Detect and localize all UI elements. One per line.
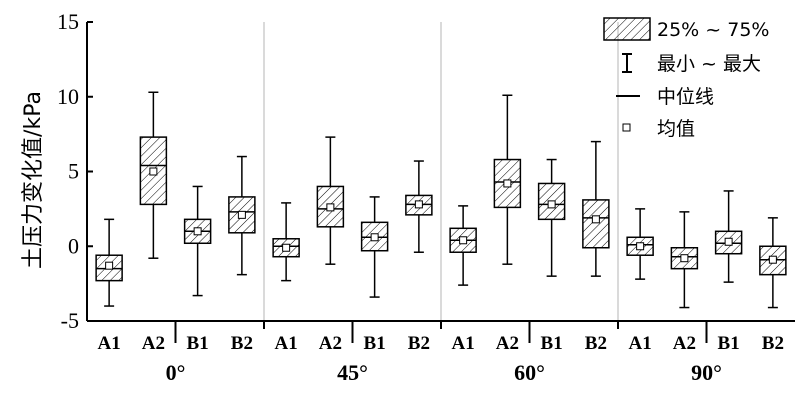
x-category-label: A2 — [496, 333, 519, 354]
legend-item-median: 中位线 — [616, 86, 714, 108]
mean-marker — [724, 237, 733, 246]
box-0°-A1 — [95, 218, 123, 307]
y-tick-label: -5 — [61, 308, 79, 333]
x-group-label: 60° — [514, 360, 545, 385]
mean-marker — [326, 203, 335, 212]
box-90°-A1 — [626, 208, 654, 280]
y-axis-label: 土压力变化值/kPa — [21, 91, 46, 269]
mean-marker — [636, 242, 645, 251]
box-45°-A2 — [316, 136, 345, 265]
y-tick-label: 5 — [68, 159, 79, 184]
box-60°-B1 — [537, 158, 566, 277]
box-60°-B2 — [582, 140, 610, 277]
legend-item-iqr: 25% ~ 75% — [603, 17, 769, 41]
x-category-label: B1 — [718, 333, 740, 354]
box-45°-A1 — [272, 202, 300, 282]
iqr-box — [582, 199, 610, 249]
box-0°-B1 — [183, 185, 212, 297]
mean-marker — [282, 243, 291, 252]
box-90°-B1 — [714, 190, 743, 283]
x-category-label: A1 — [275, 333, 298, 354]
x-ticks: A1 A2 B1 B2 0° A1 A2 B1 B2 45° A1 A2 B1 B2 60° A1 A2 B1 B2… — [98, 321, 784, 385]
legend: 25% ~ 75% 最小 ~ 最大 中位线 均值 — [603, 17, 769, 140]
boxes-layer — [95, 91, 787, 309]
legend-mean-marker — [622, 123, 631, 132]
legend-range-label: 最小 ~ 最大 — [657, 53, 761, 75]
legend-item-range: 最小 ~ 最大 — [622, 53, 761, 75]
mean-marker — [105, 261, 114, 270]
y-ticks: -5 0 5 10 15 — [57, 9, 93, 333]
mean-marker — [193, 227, 202, 236]
mean-marker — [547, 200, 556, 209]
box-45°-B2 — [405, 160, 433, 253]
x-category-label: B2 — [762, 333, 784, 354]
y-tick-label: 15 — [57, 9, 79, 34]
mean-marker — [414, 200, 423, 209]
legend-item-mean: 均值 — [622, 118, 695, 140]
y-tick-label: 0 — [68, 233, 79, 258]
mean-marker — [370, 233, 379, 242]
mean-marker — [503, 179, 512, 188]
mean-marker — [591, 215, 600, 224]
box-90°-B2 — [759, 217, 787, 309]
x-category-label: A1 — [629, 333, 652, 354]
x-category-label: A2 — [319, 333, 342, 354]
mean-marker — [237, 210, 246, 219]
legend-iqr-swatch — [603, 17, 651, 41]
box-45°-B1 — [360, 196, 389, 298]
box-0°-B2 — [228, 155, 256, 276]
y-tick-label: 10 — [57, 84, 79, 109]
x-category-label: B2 — [408, 333, 430, 354]
mean-marker — [680, 254, 689, 263]
x-group-label: 0° — [166, 360, 186, 385]
x-category-label: B1 — [187, 333, 209, 354]
x-category-label: B1 — [364, 333, 386, 354]
box-0°-A2 — [139, 91, 168, 259]
group-separators — [263, 22, 619, 321]
x-category-label: A1 — [452, 333, 475, 354]
box-60°-A2 — [493, 94, 522, 265]
box-60°-A1 — [449, 205, 477, 286]
x-category-label: B2 — [231, 333, 253, 354]
x-category-label: A1 — [98, 333, 121, 354]
mean-marker — [459, 236, 468, 245]
box-90°-A2 — [670, 211, 699, 309]
mean-marker — [768, 255, 777, 264]
mean-marker — [149, 167, 158, 176]
legend-median-label: 中位线 — [657, 86, 714, 108]
x-category-label: A2 — [673, 333, 696, 354]
x-category-label: B2 — [585, 333, 607, 354]
x-group-label: 45° — [337, 360, 368, 385]
legend-iqr-label: 25% ~ 75% — [657, 19, 769, 41]
x-category-label: A2 — [142, 333, 165, 354]
x-category-label: B1 — [541, 333, 563, 354]
legend-mean-label: 均值 — [657, 118, 695, 140]
x-group-label: 90° — [691, 360, 722, 385]
